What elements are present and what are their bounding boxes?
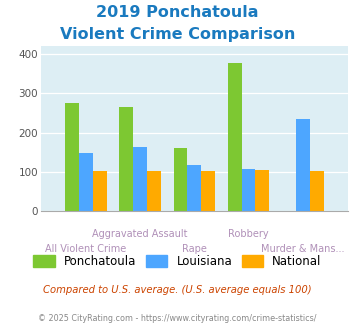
Text: Aggravated Assault: Aggravated Assault [92,229,188,239]
Bar [119,107,133,211]
Bar [256,170,269,211]
Bar [187,165,201,211]
Text: Robbery: Robbery [228,229,269,239]
Bar [93,171,107,211]
Bar [228,63,242,211]
Bar [65,103,79,211]
Bar [296,119,310,211]
Text: 2019 Ponchatoula: 2019 Ponchatoula [96,5,259,20]
Text: Murder & Mans...: Murder & Mans... [261,244,344,254]
Text: All Violent Crime: All Violent Crime [45,244,127,254]
Bar [79,153,93,211]
Text: Compared to U.S. average. (U.S. average equals 100): Compared to U.S. average. (U.S. average … [43,285,312,295]
Text: Violent Crime Comparison: Violent Crime Comparison [60,27,295,42]
Bar [133,147,147,211]
Bar [242,169,256,211]
Text: Rape: Rape [182,244,207,254]
Bar [147,171,161,211]
Legend: Ponchatoula, Louisiana, National: Ponchatoula, Louisiana, National [33,255,322,268]
Text: © 2025 CityRating.com - https://www.cityrating.com/crime-statistics/: © 2025 CityRating.com - https://www.city… [38,314,317,323]
Bar [201,171,215,211]
Bar [310,171,324,211]
Bar [174,148,187,211]
